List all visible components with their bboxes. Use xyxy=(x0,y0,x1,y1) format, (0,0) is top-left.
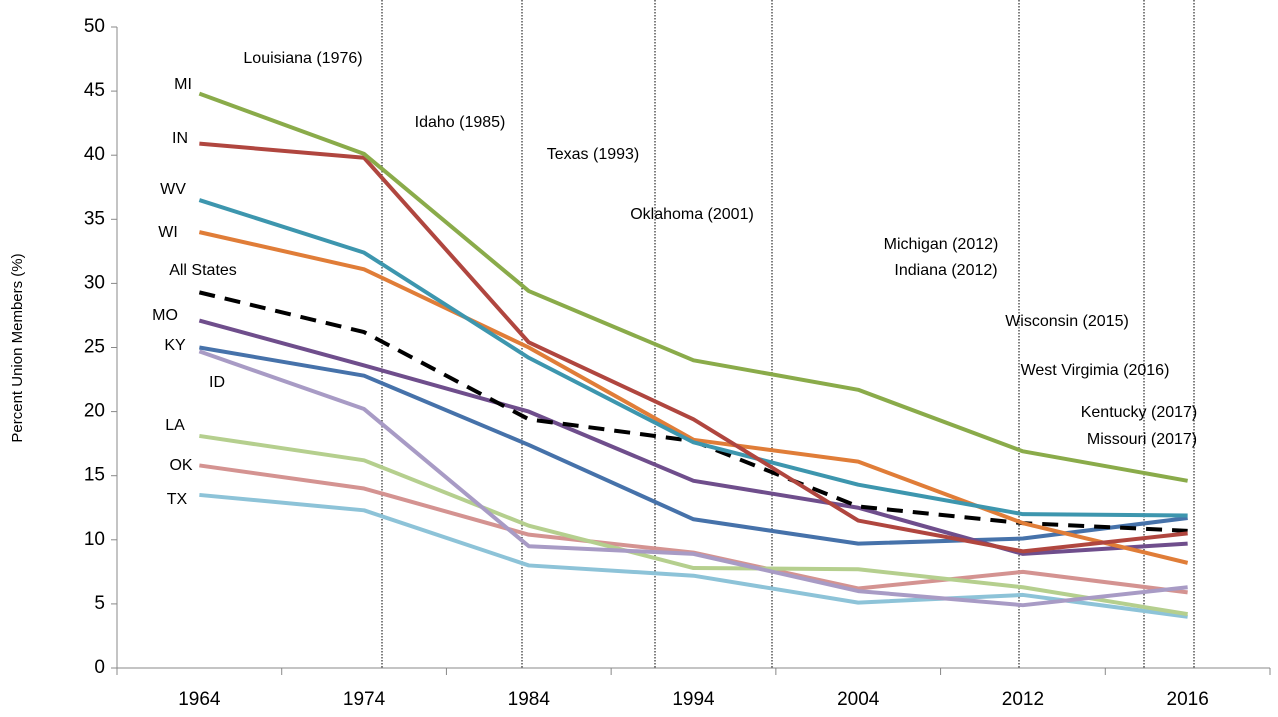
y-tick-label: 25 xyxy=(84,337,105,358)
y-tick-label: 15 xyxy=(84,465,105,486)
y-tick-label: 30 xyxy=(84,272,105,293)
x-tick-label: 1974 xyxy=(343,689,386,710)
series-label: LA xyxy=(165,417,185,434)
annotation: Louisiana (1976) xyxy=(243,50,362,67)
annotation: Indiana (2012) xyxy=(894,262,997,279)
series-line xyxy=(199,433,1188,617)
series-label: TX xyxy=(167,491,188,508)
series-line xyxy=(198,318,1188,556)
series-label: ID xyxy=(209,374,225,391)
x-tick-label: 1984 xyxy=(508,689,551,710)
series-line xyxy=(198,349,1188,608)
y-tick-label: 20 xyxy=(84,401,105,422)
annotation: Missouri (2017) xyxy=(1087,431,1197,448)
x-tick-label: 1994 xyxy=(672,689,715,710)
x-tick-label: 2016 xyxy=(1167,689,1209,710)
y-tick-label: 0 xyxy=(94,657,105,678)
annotation: Michigan (2012) xyxy=(884,236,999,253)
x-tick-label: 2004 xyxy=(837,689,880,710)
series-label: MO xyxy=(152,307,178,324)
series-line xyxy=(198,230,1189,565)
x-tick-label: 2012 xyxy=(1002,689,1044,710)
series-line xyxy=(198,91,1188,483)
series-line xyxy=(198,198,1188,518)
annotation: West Virgimia (2016) xyxy=(1021,362,1170,379)
series-label: MI xyxy=(174,76,192,93)
series-label: KY xyxy=(164,337,186,354)
series-line xyxy=(199,492,1188,619)
series-label: OK xyxy=(169,457,192,474)
annotation: Oklahoma (2001) xyxy=(630,206,754,223)
y-tick-label: 35 xyxy=(84,208,105,229)
series-label: WV xyxy=(160,181,186,198)
y-tick-label: 45 xyxy=(84,80,105,101)
series-line xyxy=(199,345,1188,546)
annotation: Wisconsin (2015) xyxy=(1005,313,1129,330)
y-tick-label: 40 xyxy=(84,144,105,165)
y-axis-title: Percent Union Members (%) xyxy=(9,253,26,442)
series-label: WI xyxy=(158,224,178,241)
series-label: All States xyxy=(169,262,237,279)
annotation: Kentucky (2017) xyxy=(1081,404,1198,421)
y-tick-label: 50 xyxy=(84,16,105,37)
series-label: IN xyxy=(172,130,188,147)
y-tick-label: 10 xyxy=(84,529,105,550)
annotation: Idaho (1985) xyxy=(415,114,506,131)
annotation: Texas (1993) xyxy=(547,146,640,163)
series-line xyxy=(199,141,1188,554)
y-tick-label: 5 xyxy=(94,593,105,614)
x-tick-label: 1964 xyxy=(178,689,221,710)
